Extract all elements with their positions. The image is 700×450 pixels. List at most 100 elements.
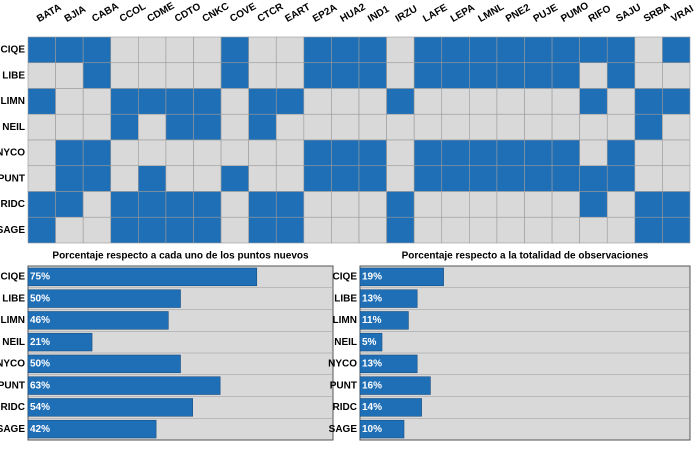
- column-label: EART: [283, 2, 312, 25]
- category-label: NYCO: [0, 359, 25, 370]
- column-label: HUA2: [339, 2, 368, 25]
- category-label: NEIL: [2, 337, 25, 348]
- heatmap-cell: [413, 113, 443, 141]
- heatmap-cell: [110, 62, 139, 89]
- heatmap-cell: [220, 36, 249, 64]
- heatmap-cell: [248, 191, 277, 218]
- heatmap-cell: [386, 191, 415, 218]
- heatmap-cell: [579, 216, 608, 244]
- heatmap-cell: [469, 113, 498, 141]
- heatmap-cell: [138, 216, 167, 244]
- column-label: RIFO: [587, 3, 613, 25]
- heatmap-cell: [496, 88, 525, 115]
- heatmap-cell: [579, 62, 608, 89]
- category-label: RIDC: [1, 402, 25, 413]
- heatmap-cell: [303, 88, 332, 115]
- bar: [27, 419, 157, 439]
- column-label: BATA: [35, 2, 63, 25]
- column-label: COVE: [228, 1, 258, 25]
- heatmap-cell: [662, 62, 691, 89]
- heatmap-cell: [496, 191, 525, 218]
- heatmap-cell: [606, 139, 636, 167]
- row-label: LIMN: [1, 96, 25, 107]
- column-label: SAJU: [614, 2, 643, 25]
- heatmap-cell: [358, 191, 387, 218]
- heatmap-cell: [303, 113, 332, 141]
- heatmap-cell: [606, 62, 636, 89]
- heatmap-cell: [248, 62, 277, 89]
- heatmap-cell: [55, 139, 84, 167]
- heatmap-cell: [82, 139, 112, 167]
- heatmap-cell: [358, 62, 387, 89]
- heatmap-cell: [358, 165, 387, 192]
- heatmap-cell: [27, 88, 56, 115]
- heatmap-cell: [110, 191, 139, 218]
- category-label: PUNT: [330, 380, 357, 391]
- heatmap-cell: [220, 139, 249, 167]
- heatmap-cell: [469, 36, 498, 64]
- heatmap-cell: [165, 139, 194, 167]
- heatmap-cell: [413, 88, 443, 115]
- heatmap-cell: [110, 216, 139, 244]
- heatmap-cell: [413, 36, 443, 64]
- heatmap-cell: [634, 36, 663, 64]
- heatmap-cell: [138, 139, 167, 167]
- row-label: SAGE: [0, 225, 25, 236]
- heatmap-cell: [303, 139, 332, 167]
- heatmap-cell: [551, 139, 580, 167]
- heatmap-cell: [193, 36, 222, 64]
- heatmap-cell: [662, 139, 691, 167]
- column-label: SRBA: [642, 1, 672, 25]
- heatmap-cell: [524, 216, 553, 244]
- heatmap-cell: [193, 62, 222, 89]
- value-label: 10%: [362, 424, 382, 435]
- heatmap-cell: [275, 88, 305, 115]
- heatmap-cell: [551, 113, 580, 141]
- heatmap-cell: [606, 191, 636, 218]
- heatmap-cell: [248, 113, 277, 141]
- heatmap-cell: [110, 139, 139, 167]
- heatmap-cell: [193, 113, 222, 141]
- heatmap-cell: [303, 165, 332, 192]
- column-label: PUJE: [532, 2, 560, 25]
- heatmap-cell: [386, 216, 415, 244]
- value-label: 16%: [362, 380, 382, 391]
- heatmap-cell: [496, 165, 525, 192]
- row-label: LIBE: [2, 70, 25, 81]
- column-label: VRAI: [670, 3, 696, 25]
- category-label: RIDC: [333, 402, 357, 413]
- heatmap-cell: [662, 36, 691, 64]
- heatmap-cell: [303, 191, 332, 218]
- bar: [359, 267, 444, 287]
- value-label: 42%: [30, 424, 50, 435]
- heatmap-cell: [551, 216, 580, 244]
- heatmap-cell: [496, 216, 525, 244]
- heatmap-cell: [413, 191, 443, 218]
- heatmap-cell: [634, 139, 663, 167]
- bar: [359, 289, 418, 308]
- heatmap-cell: [441, 191, 470, 218]
- heatmap-cell: [248, 165, 277, 192]
- heatmap-cell: [413, 139, 443, 167]
- heatmap-cell: [275, 139, 305, 167]
- column-label: LEPA: [449, 2, 477, 24]
- heatmap-cell: [358, 216, 387, 244]
- heatmap-cell: [55, 216, 84, 244]
- heatmap-cell: [165, 165, 194, 192]
- heatmap-cell: [82, 62, 112, 89]
- value-label: 5%: [362, 337, 377, 348]
- heatmap-cell: [275, 36, 305, 64]
- bar: [27, 398, 193, 417]
- heatmap-cell: [27, 191, 56, 218]
- heatmap-cell: [358, 36, 387, 64]
- category-label: PUNT: [0, 380, 25, 391]
- heatmap-cell: [55, 88, 84, 115]
- heatmap-cell: [165, 62, 194, 89]
- column-label: PUMO: [559, 0, 591, 25]
- column-label: IND1: [366, 4, 392, 25]
- heatmap-cell: [138, 113, 167, 141]
- heatmap-cell: [331, 191, 360, 218]
- heatmap-cell: [193, 139, 222, 167]
- heatmap-cell: [55, 36, 84, 64]
